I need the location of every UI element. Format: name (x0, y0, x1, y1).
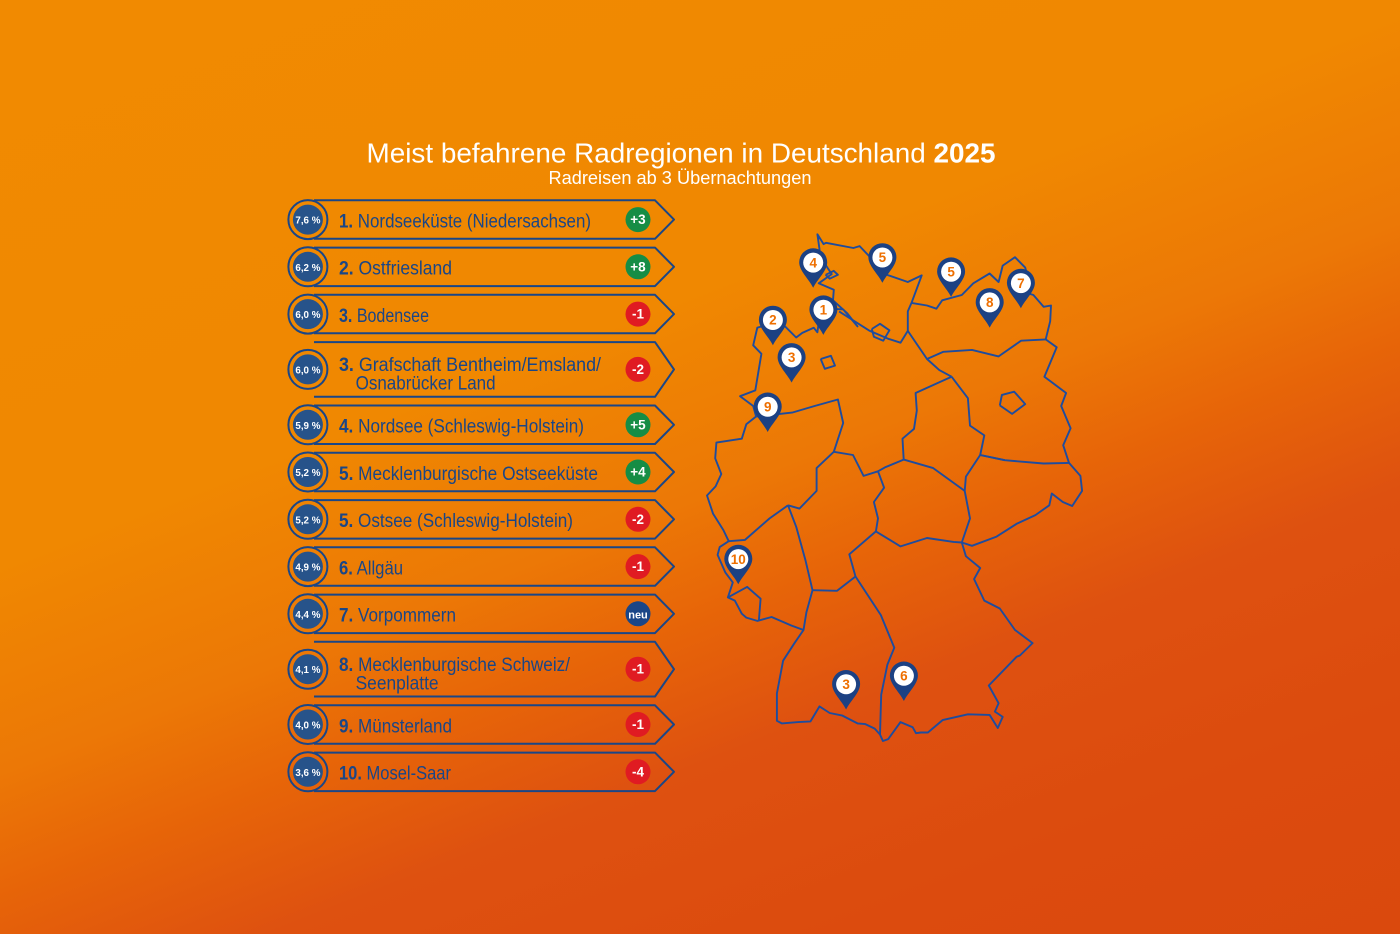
svg-text:4,4 %: 4,4 % (295, 609, 321, 621)
svg-text:Radreisen ab 3 Übernachtungen: Radreisen ab 3 Übernachtungen (549, 168, 812, 188)
svg-text:9. Münsterland: 9. Münsterland (339, 716, 452, 737)
svg-text:5,9 %: 5,9 % (295, 420, 321, 432)
svg-text:5,2 %: 5,2 % (295, 514, 321, 526)
svg-text:7. Vorpommern: 7. Vorpommern (339, 606, 456, 627)
svg-text:-1: -1 (632, 717, 644, 732)
svg-text:-4: -4 (632, 764, 644, 779)
svg-text:5,2 %: 5,2 % (295, 467, 321, 479)
svg-text:4,0 %: 4,0 % (295, 720, 321, 732)
svg-text:3: 3 (842, 677, 850, 692)
svg-text:4: 4 (809, 255, 817, 270)
svg-text:-2: -2 (632, 512, 644, 527)
svg-text:3,6 %: 3,6 % (295, 767, 321, 779)
svg-text:-1: -1 (632, 307, 644, 322)
svg-text:+4: +4 (630, 465, 646, 480)
svg-text:4,9 %: 4,9 % (295, 562, 321, 574)
svg-text:+5: +5 (630, 417, 646, 432)
svg-text:10: 10 (731, 552, 746, 567)
svg-text:6,0 %: 6,0 % (295, 309, 321, 321)
svg-text:6,2 %: 6,2 % (295, 262, 321, 274)
svg-text:-1: -1 (632, 559, 644, 574)
svg-text:2. Ostfriesland: 2. Ostfriesland (339, 259, 452, 280)
svg-text:Seenplatte: Seenplatte (356, 673, 439, 694)
svg-text:1: 1 (820, 302, 828, 317)
svg-text:2: 2 (769, 313, 777, 328)
svg-text:8: 8 (986, 295, 994, 310)
svg-text:1. Nordseeküste (Niedersachsen: 1. Nordseeküste (Niedersachsen) (339, 211, 591, 232)
svg-text:7,6 %: 7,6 % (295, 215, 321, 227)
svg-text:Meist befahrene Radregionen in: Meist befahrene Radregionen in Deutschla… (367, 138, 996, 169)
svg-text:Osnabrücker Land: Osnabrücker Land (356, 374, 496, 395)
svg-text:3. Bodensee: 3. Bodensee (339, 306, 429, 327)
svg-text:-2: -2 (632, 362, 644, 377)
svg-text:7: 7 (1017, 276, 1025, 291)
svg-text:3. Grafschaft Bentheim/Emsland: 3. Grafschaft Bentheim/Emsland/ (339, 355, 602, 376)
svg-text:5. Ostsee (Schleswig-Holstein): 5. Ostsee (Schleswig-Holstein) (339, 511, 573, 532)
svg-text:9: 9 (764, 400, 772, 415)
svg-text:5: 5 (879, 250, 887, 265)
svg-text:5: 5 (947, 264, 955, 279)
svg-text:6: 6 (900, 669, 908, 684)
svg-text:8. Mecklenburgische Schweiz/: 8. Mecklenburgische Schweiz/ (339, 655, 571, 676)
svg-text:+8: +8 (630, 259, 646, 274)
svg-text:4. Nordsee (Schleswig-Holstein: 4. Nordsee (Schleswig-Holstein) (339, 417, 584, 438)
svg-text:6,0 %: 6,0 % (295, 364, 321, 376)
svg-text:+3: +3 (630, 212, 646, 227)
svg-text:4,1 %: 4,1 % (295, 664, 321, 676)
svg-text:5. Mecklenburgische Ostseeküst: 5. Mecklenburgische Ostseeküste (339, 464, 598, 485)
svg-text:-1: -1 (632, 662, 644, 677)
svg-text:10. Mosel-Saar: 10. Mosel-Saar (339, 764, 452, 785)
svg-text:6. Allgäu: 6. Allgäu (339, 558, 403, 579)
svg-text:neu: neu (628, 609, 648, 621)
svg-text:3: 3 (788, 350, 796, 365)
